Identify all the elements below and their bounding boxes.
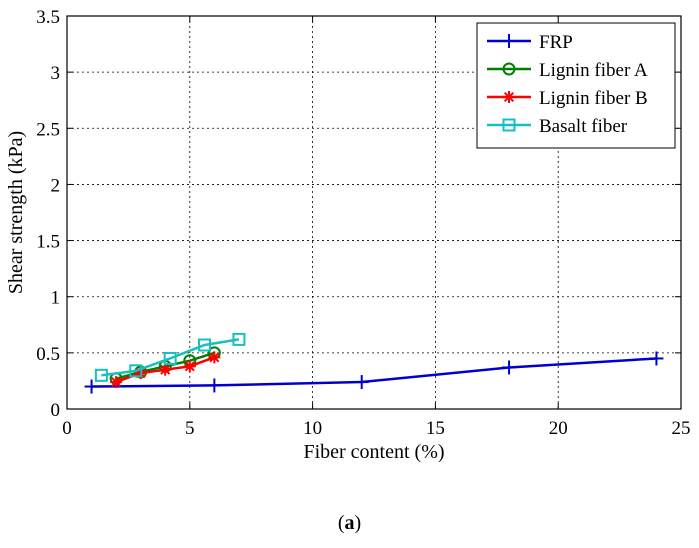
legend-label: Lignin fiber A: [539, 60, 648, 81]
legend-entry: Lignin fiber A: [487, 60, 648, 81]
ast-d2: [184, 361, 195, 372]
square-mark: [129, 364, 143, 378]
axes: 0 5 10 15 20 25 0 0.5 1 1.5 2 2.5 3 3.5: [36, 7, 690, 439]
point-marker: [502, 360, 517, 375]
y-tick-label: 1: [51, 288, 61, 309]
point-marker: [502, 62, 516, 76]
point-marker: [129, 364, 143, 378]
series-line: [101, 338, 240, 377]
x-tick-label: 5: [185, 418, 195, 439]
y-axis-label: Shear strength (kPa): [5, 131, 27, 294]
square-mark: [163, 351, 177, 365]
x-tick-label: 15: [426, 418, 445, 439]
series-frp: [84, 351, 664, 394]
legend-entry: Basalt fiber: [487, 116, 628, 137]
ast-d2: [503, 91, 515, 103]
caption-letter: a: [344, 512, 355, 534]
x-tick-label: 20: [549, 418, 568, 439]
y-tick-label: 0.5: [36, 344, 60, 365]
y-tick-label: 3.5: [36, 7, 60, 28]
square-mark: [232, 332, 246, 346]
y-tick-label: 1.5: [36, 232, 60, 253]
circle-mark: [502, 62, 516, 76]
x-axis-label: Fiber content (%): [303, 441, 444, 463]
square-mark: [94, 368, 108, 382]
point-marker: [94, 368, 108, 382]
point-marker: [649, 351, 664, 366]
y-tick-label: 3: [51, 63, 61, 84]
ast-d2: [111, 377, 122, 388]
legend-label: FRP: [539, 32, 573, 53]
point-marker: [159, 363, 172, 376]
x-tick-label: 10: [303, 418, 322, 439]
point-marker: [502, 34, 516, 48]
caption-open-paren: (: [337, 512, 345, 534]
point-marker: [183, 360, 196, 373]
square-mark: [502, 118, 516, 132]
series-basalt-fiber: [94, 332, 246, 382]
caption-close-paren: ): [354, 512, 362, 534]
point-marker: [84, 379, 99, 394]
point-marker: [502, 118, 516, 132]
data-series: [84, 332, 664, 394]
point-marker: [110, 376, 123, 389]
point-marker: [163, 351, 177, 365]
figure-caption: (a): [0, 512, 699, 535]
point-marker: [198, 338, 212, 352]
point-marker: [232, 332, 246, 346]
legend: FRP Lignin fiber A Lignin fiber B Basalt fi…: [476, 22, 676, 149]
x-tick-label: 0: [62, 418, 72, 439]
x-tick-label: 25: [672, 418, 691, 439]
plot-frame: [66, 15, 682, 410]
y-tick-label: 0: [51, 400, 61, 421]
legend-entry: FRP: [487, 32, 573, 53]
legend-entry: Lignin fiber B: [487, 88, 648, 109]
point-marker: [208, 351, 221, 364]
ast-d2: [160, 364, 171, 375]
point-marker: [207, 378, 222, 393]
y-tick-label: 2.5: [36, 119, 60, 140]
ast-d2: [209, 352, 220, 363]
point-marker: [354, 375, 369, 390]
legend-label: Basalt fiber: [539, 116, 628, 137]
square-mark: [198, 338, 212, 352]
legend-label: Lignin fiber B: [539, 88, 648, 109]
point-marker: [503, 91, 515, 103]
y-tick-label: 2: [51, 175, 61, 196]
